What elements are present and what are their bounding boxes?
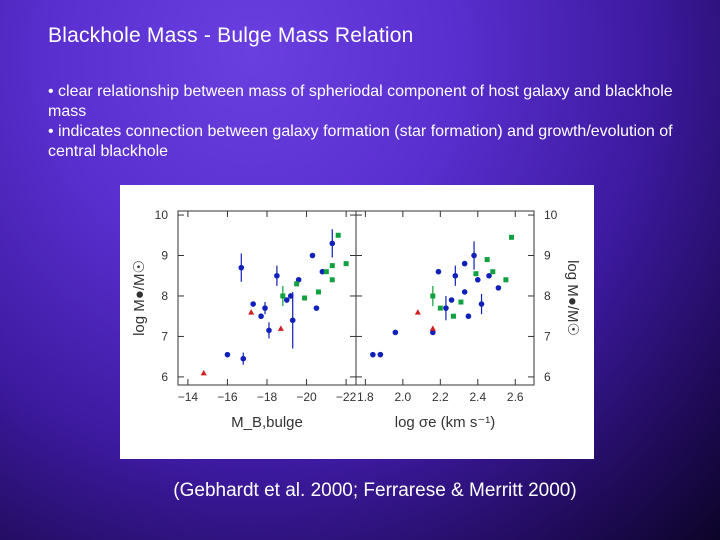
y-axis-label: log M●/M☉	[564, 260, 581, 336]
data-point-green	[335, 232, 341, 238]
data-point-blue	[238, 264, 245, 271]
data-point-green	[437, 305, 443, 311]
data-point-green	[280, 293, 286, 299]
data-point-blue	[224, 351, 231, 358]
data-point-green	[490, 269, 496, 275]
data-point-blue	[471, 252, 477, 259]
plot-frame	[177, 210, 357, 386]
data-point-blue	[283, 297, 290, 303]
x-tick-label: −20	[296, 390, 317, 404]
data-point-blue	[240, 355, 247, 362]
figure-caption: (Gebhardt et al. 2000; Ferrarese & Merri…	[173, 480, 577, 501]
chart-figure: −14 −16 −18 −20 −22 6 7 8 9 10 M_B,bulge log M●/M☉ …	[120, 185, 594, 459]
y-tick-label: 6	[544, 370, 551, 384]
data-point-blue	[478, 301, 485, 307]
data-point-blue	[435, 268, 442, 275]
data-point-blue	[289, 317, 296, 324]
x-tick-label: 2.4	[469, 390, 486, 404]
data-point-blue	[319, 268, 326, 275]
data-point-green	[509, 234, 515, 240]
y-tick-label: 6	[161, 370, 168, 384]
data-point-blue	[329, 240, 336, 247]
data-point-green	[323, 269, 329, 275]
data-point-blue	[495, 285, 502, 291]
data-point-green	[503, 277, 509, 283]
y-axis-label: log M●/M☉	[131, 260, 148, 336]
data-point-blue	[309, 252, 316, 259]
data-point-green	[458, 299, 464, 305]
data-point-red	[429, 325, 436, 331]
data-point-green	[473, 271, 479, 277]
x-tick-label: −14	[178, 390, 199, 404]
y-tick-label: 10	[544, 208, 558, 222]
data-point-green	[294, 281, 300, 287]
data-point-blue	[465, 313, 472, 320]
data-point-blue	[452, 272, 459, 279]
data-point-red	[414, 309, 421, 315]
x-tick-label: −18	[257, 390, 278, 404]
data-point-blue	[448, 297, 455, 303]
x-tick-label: 1.8	[357, 390, 374, 404]
data-point-blue	[250, 301, 256, 307]
y-tick-label: 8	[544, 289, 551, 303]
data-point-blue	[392, 329, 399, 336]
data-point-red	[248, 309, 255, 315]
data-point-red	[277, 325, 284, 331]
data-point-blue	[461, 289, 468, 295]
data-point-blue	[461, 260, 468, 267]
x-tick-label: 2.2	[432, 390, 449, 404]
data-point-blue	[474, 276, 481, 283]
y-tick-label: 7	[544, 329, 551, 343]
y-tick-label: 9	[161, 249, 168, 263]
data-point-green	[329, 277, 335, 283]
panel-bulge-magnitude: −14 −16 −18 −20 −22 6 7 8 9 10 M_B,bulge log M●/M☉	[131, 208, 357, 431]
data-point-green	[484, 257, 490, 263]
y-tick-label: 7	[161, 329, 168, 343]
data-point-green	[450, 313, 456, 319]
data-point-red	[200, 369, 207, 376]
data-point-blue	[370, 351, 376, 358]
data-point-green	[302, 295, 308, 301]
data-point-blue	[430, 329, 436, 336]
y-tick-label: 10	[155, 208, 169, 222]
x-tick-label: 2.0	[394, 390, 411, 404]
data-point-blue	[274, 272, 280, 279]
data-point-blue	[486, 272, 492, 279]
data-point-green	[329, 263, 335, 269]
data-point-green	[343, 261, 349, 267]
x-axis-label: log σe (km s⁻¹)	[395, 414, 496, 431]
bullet-item: • indicates connection between galaxy fo…	[48, 123, 673, 160]
panel-velocity-dispersion: 1.8 2.0 2.2 2.4 2.6 6 7 8 9 10 log σe (km s⁻¹) log …	[355, 208, 581, 431]
data-point-green	[315, 289, 321, 295]
data-point-blue	[258, 313, 264, 320]
data-point-green	[430, 293, 436, 299]
plot-frame	[355, 210, 535, 386]
bullet-item: • clear relationship between mass of sph…	[48, 83, 673, 120]
y-tick-label: 8	[161, 289, 168, 303]
data-point-blue	[262, 305, 268, 311]
x-tick-label: −22	[336, 390, 357, 404]
bullet-list: • clear relationship between mass of sph…	[48, 82, 688, 162]
x-axis-label: M_B,bulge	[231, 414, 303, 431]
x-tick-label: −16	[217, 390, 238, 404]
data-point-blue	[377, 351, 384, 358]
slide-title: Blackhole Mass - Bulge Mass Relation	[48, 24, 414, 47]
y-tick-label: 9	[544, 249, 551, 263]
data-point-blue	[295, 276, 302, 283]
data-point-blue	[313, 305, 320, 311]
x-tick-label: 2.6	[507, 390, 524, 404]
data-point-blue	[443, 305, 449, 311]
data-point-blue	[266, 327, 272, 334]
